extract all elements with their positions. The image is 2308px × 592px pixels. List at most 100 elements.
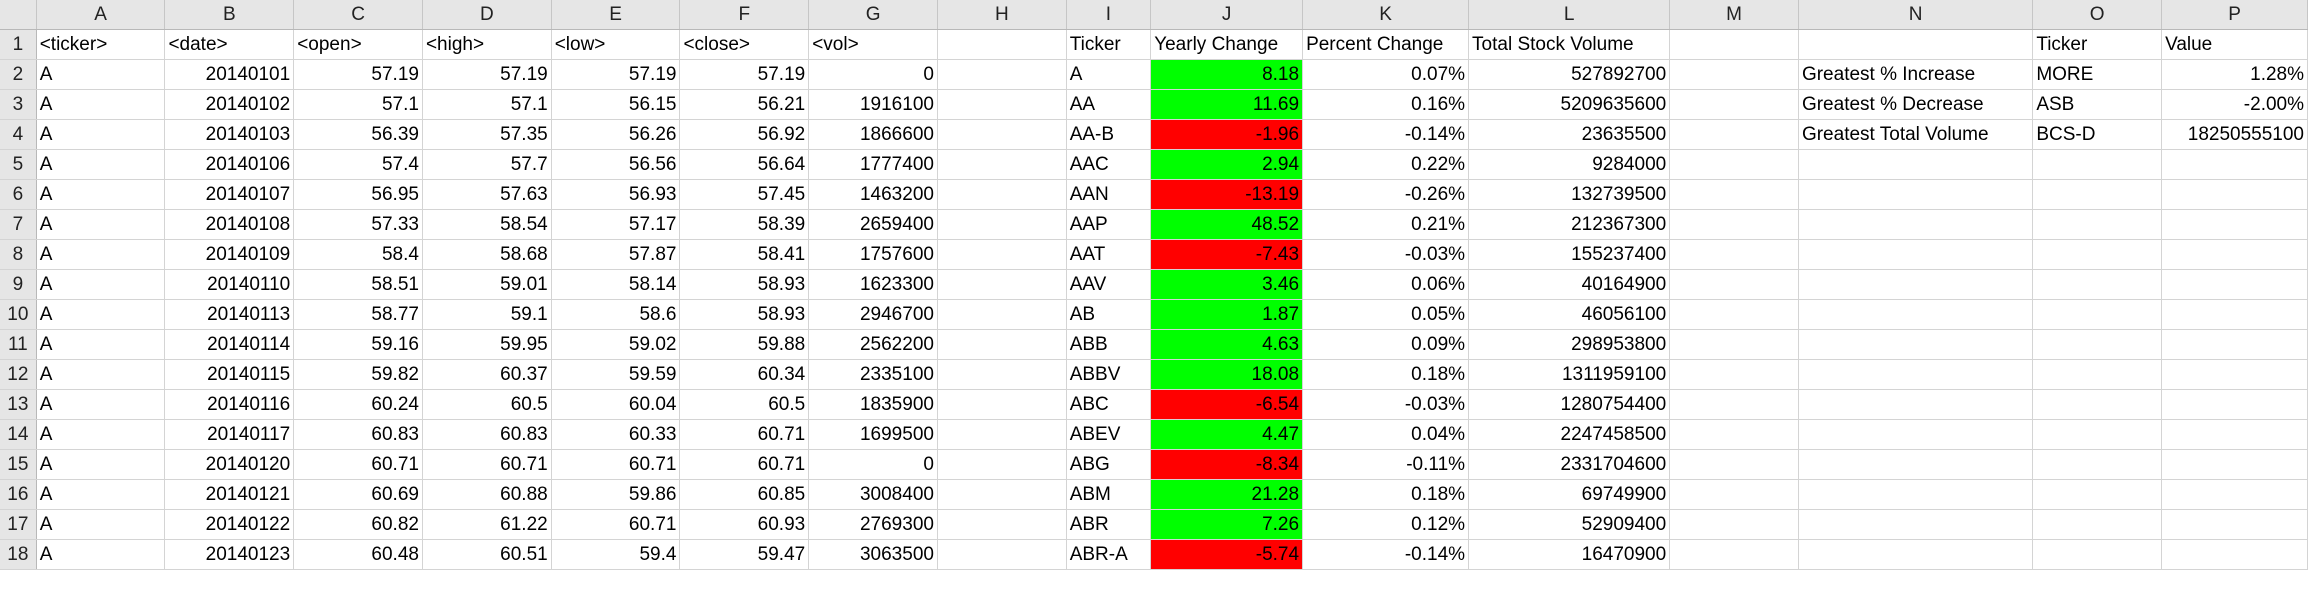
cell-percent-change[interactable]: -0.03%	[1302, 239, 1470, 271]
cell-vol[interactable]: 1866600	[808, 119, 938, 151]
cell-high[interactable]: 57.35	[422, 119, 552, 151]
cell-date[interactable]: 20140120	[164, 449, 295, 481]
cell-vol[interactable]: 2946700	[808, 299, 938, 331]
row-header[interactable]: 7	[0, 209, 37, 241]
select-all-corner[interactable]	[0, 0, 37, 31]
cell-greatest-ticker[interactable]	[2032, 389, 2163, 421]
cell-total-volume[interactable]: 155237400	[1468, 239, 1671, 271]
cell-open[interactable]: 60.83	[293, 419, 423, 451]
cell-greatest-value[interactable]	[2161, 299, 2308, 331]
column-header[interactable]: G	[808, 0, 938, 31]
cell-percent-change[interactable]: 0.22%	[1302, 149, 1470, 181]
cell-empty[interactable]	[937, 329, 1067, 361]
column-header[interactable]: K	[1302, 0, 1470, 31]
cell-summary-ticker[interactable]: Ticker	[1066, 29, 1152, 61]
cell-summary-ticker[interactable]: AAC	[1066, 149, 1152, 181]
cell-date[interactable]: 20140113	[164, 299, 295, 331]
cell-empty[interactable]	[937, 209, 1067, 241]
cell-empty[interactable]	[937, 119, 1067, 151]
cell-empty[interactable]	[1669, 29, 1799, 61]
cell-close[interactable]: <close>	[679, 29, 810, 61]
cell-total-volume[interactable]: 9284000	[1468, 149, 1671, 181]
cell-close[interactable]: 56.92	[679, 119, 810, 151]
cell-total-volume[interactable]: 1311959100	[1468, 359, 1671, 391]
cell-ticker[interactable]: <ticker>	[36, 29, 166, 61]
column-header[interactable]: F	[679, 0, 810, 31]
cell-ticker[interactable]: A	[36, 119, 166, 151]
cell-low[interactable]: 57.87	[551, 239, 681, 271]
cell-summary-ticker[interactable]: AAP	[1066, 209, 1152, 241]
cell-greatest-ticker[interactable]	[2032, 299, 2163, 331]
cell-open[interactable]: 60.69	[293, 479, 423, 511]
cell-greatest-label[interactable]	[1798, 179, 2034, 211]
cell-high[interactable]: 58.68	[422, 239, 552, 271]
cell-yearly-change[interactable]: -1.96	[1150, 119, 1304, 151]
cell-low[interactable]: 59.59	[551, 359, 681, 391]
column-header[interactable]: I	[1066, 0, 1152, 31]
cell-high[interactable]: 59.1	[422, 299, 552, 331]
cell-summary-ticker[interactable]: ABEV	[1066, 419, 1152, 451]
cell-ticker[interactable]: A	[36, 179, 166, 211]
cell-greatest-label[interactable]: Greatest Total Volume	[1798, 119, 2034, 151]
cell-close[interactable]: 59.88	[679, 329, 810, 361]
cell-open[interactable]: 60.82	[293, 509, 423, 541]
cell-low[interactable]: 60.04	[551, 389, 681, 421]
cell-total-volume[interactable]: 527892700	[1468, 59, 1671, 91]
cell-high[interactable]: 60.71	[422, 449, 552, 481]
cell-greatest-value[interactable]	[2161, 359, 2308, 391]
cell-greatest-value[interactable]	[2161, 479, 2308, 511]
cell-date[interactable]: 20140106	[164, 149, 295, 181]
cell-ticker[interactable]: A	[36, 389, 166, 421]
cell-greatest-value[interactable]	[2161, 329, 2308, 361]
cell-open[interactable]: 59.82	[293, 359, 423, 391]
cell-low[interactable]: 57.17	[551, 209, 681, 241]
cell-low[interactable]: <low>	[551, 29, 681, 61]
cell-high[interactable]: 58.54	[422, 209, 552, 241]
cell-date[interactable]: 20140103	[164, 119, 295, 151]
cell-empty[interactable]	[1669, 269, 1799, 301]
cell-open[interactable]: 60.71	[293, 449, 423, 481]
cell-percent-change[interactable]: 0.18%	[1302, 359, 1470, 391]
cell-date[interactable]: 20140107	[164, 179, 295, 211]
cell-low[interactable]: 56.26	[551, 119, 681, 151]
cell-greatest-ticker[interactable]	[2032, 179, 2163, 211]
cell-percent-change[interactable]: 0.21%	[1302, 209, 1470, 241]
column-header[interactable]: L	[1468, 0, 1671, 31]
cell-percent-change[interactable]: 0.06%	[1302, 269, 1470, 301]
cell-low[interactable]: 57.19	[551, 59, 681, 91]
cell-date[interactable]: 20140122	[164, 509, 295, 541]
cell-summary-ticker[interactable]: ABBV	[1066, 359, 1152, 391]
cell-greatest-label[interactable]	[1798, 329, 2034, 361]
cell-greatest-ticker[interactable]	[2032, 149, 2163, 181]
cell-date[interactable]: 20140109	[164, 239, 295, 271]
cell-greatest-ticker[interactable]	[2032, 509, 2163, 541]
cell-greatest-ticker[interactable]	[2032, 449, 2163, 481]
cell-open[interactable]: 57.33	[293, 209, 423, 241]
cell-close[interactable]: 60.71	[679, 419, 810, 451]
cell-vol[interactable]: 1777400	[808, 149, 938, 181]
cell-close[interactable]: 56.21	[679, 89, 810, 121]
cell-yearly-change[interactable]: 4.63	[1150, 329, 1304, 361]
cell-empty[interactable]	[1669, 329, 1799, 361]
cell-empty[interactable]	[1669, 449, 1799, 481]
cell-vol[interactable]: 2659400	[808, 209, 938, 241]
row-header[interactable]: 4	[0, 119, 37, 151]
cell-open[interactable]: 57.19	[293, 59, 423, 91]
cell-greatest-label[interactable]	[1798, 539, 2034, 571]
cell-open[interactable]: 57.4	[293, 149, 423, 181]
cell-yearly-change[interactable]: 2.94	[1150, 149, 1304, 181]
row-header[interactable]: 2	[0, 59, 37, 91]
cell-greatest-value[interactable]	[2161, 269, 2308, 301]
cell-greatest-label[interactable]	[1798, 509, 2034, 541]
cell-summary-ticker[interactable]: ABM	[1066, 479, 1152, 511]
cell-close[interactable]: 58.41	[679, 239, 810, 271]
cell-total-volume[interactable]: 132739500	[1468, 179, 1671, 211]
cell-open[interactable]: 58.77	[293, 299, 423, 331]
cell-greatest-label[interactable]: Greatest % Increase	[1798, 59, 2034, 91]
cell-close[interactable]: 60.85	[679, 479, 810, 511]
cell-vol[interactable]: 1757600	[808, 239, 938, 271]
cell-greatest-label[interactable]	[1798, 209, 2034, 241]
column-header[interactable]: P	[2161, 0, 2308, 31]
cell-ticker[interactable]: A	[36, 89, 166, 121]
cell-high[interactable]: 57.19	[422, 59, 552, 91]
